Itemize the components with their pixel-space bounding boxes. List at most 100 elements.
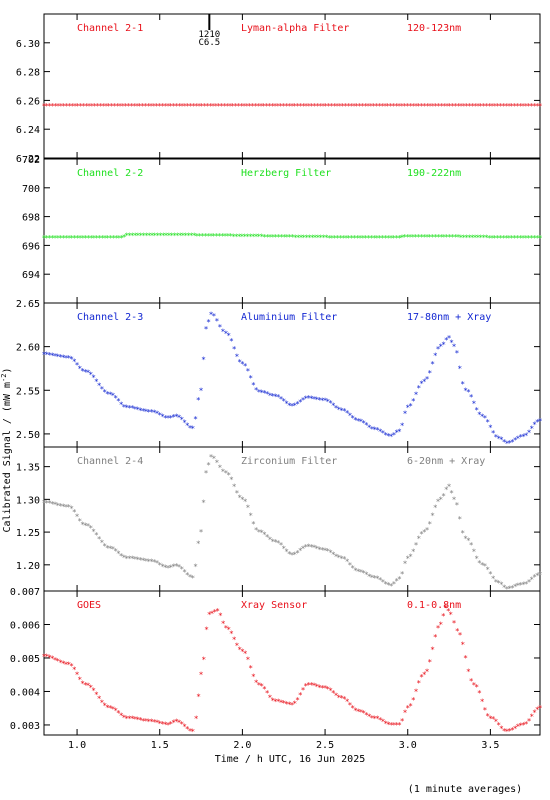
data-point: * (80, 520, 85, 529)
data-point: * (366, 234, 371, 243)
data-point: * (157, 561, 162, 570)
data-point: * (94, 377, 99, 386)
data-point: * (328, 687, 333, 696)
data-point: * (473, 102, 478, 111)
data-point: * (444, 336, 449, 345)
data-point: * (144, 717, 149, 726)
data-point: * (345, 409, 350, 418)
data-point: * (335, 234, 340, 243)
data-point: * (298, 547, 303, 556)
y-tick-label: 1.30 (16, 495, 40, 506)
data-point: * (225, 102, 230, 111)
data-point: * (476, 102, 481, 111)
data-point: * (523, 102, 528, 111)
data-point: * (287, 401, 292, 410)
data-point: * (116, 549, 121, 558)
data-point: * (47, 234, 52, 243)
data-point: * (287, 550, 292, 559)
data-point: * (66, 503, 71, 512)
data-point: * (301, 686, 306, 695)
data-point: * (234, 352, 239, 361)
data-point: * (383, 102, 388, 111)
data-point: * (453, 102, 458, 111)
data-point: * (105, 544, 110, 553)
data-point: * (477, 411, 482, 420)
data-point: * (138, 716, 143, 725)
data-point: * (502, 727, 507, 736)
data-point: * (88, 371, 93, 380)
data-point: * (400, 233, 405, 242)
data-point: * (174, 718, 179, 727)
data-point: * (144, 231, 149, 240)
data-point: * (201, 656, 206, 665)
data-point: * (169, 232, 174, 241)
data-point: * (323, 397, 328, 406)
data-point: * (199, 528, 204, 537)
data-point: * (391, 102, 396, 111)
data-point: * (236, 102, 241, 111)
data-point: * (369, 573, 374, 582)
data-point: * (408, 702, 413, 711)
data-point: * (243, 498, 248, 507)
data-point: * (83, 522, 88, 531)
data-point: * (521, 102, 526, 111)
data-point: * (400, 421, 405, 430)
data-point: * (44, 351, 49, 360)
data-point: * (157, 719, 162, 728)
data-point: * (191, 102, 196, 111)
data-point: * (216, 102, 221, 111)
data-point: * (502, 438, 507, 447)
data-point: * (507, 102, 512, 111)
data-point: * (425, 667, 430, 676)
data-point: * (86, 681, 91, 690)
data-point: * (459, 233, 464, 242)
data-point: * (306, 394, 311, 403)
data-point: * (314, 395, 319, 404)
data-point: * (284, 548, 289, 557)
data-point: * (464, 233, 469, 242)
data-point: * (158, 231, 163, 240)
data-point: * (129, 102, 134, 111)
data-point: * (518, 581, 523, 590)
data-point: * (64, 354, 69, 363)
data-point: * (331, 689, 336, 698)
data-point: * (166, 564, 171, 573)
data-point: * (411, 397, 416, 406)
data-point: * (364, 571, 369, 580)
data-point: * (455, 349, 460, 358)
data-point: * (419, 673, 424, 682)
data-point: * (179, 416, 184, 425)
data-point: * (502, 584, 507, 593)
data-point: * (474, 554, 479, 563)
data-point: * (301, 102, 306, 111)
data-point: * (264, 102, 269, 111)
data-point: * (450, 102, 455, 111)
data-point: * (299, 233, 304, 242)
data-point: * (215, 607, 220, 616)
data-point: * (521, 433, 526, 442)
data-point: * (416, 102, 421, 111)
data-point: * (214, 232, 219, 241)
data-point: * (436, 624, 441, 633)
data-point: * (81, 102, 86, 111)
data-point: * (470, 102, 475, 111)
data-point: * (512, 102, 517, 111)
data-point: * (505, 585, 510, 594)
data-point: * (466, 536, 471, 545)
data-point: * (279, 541, 284, 550)
data-point: * (430, 512, 435, 521)
data-point: * (441, 612, 446, 621)
data-point: * (304, 233, 309, 242)
data-point: * (383, 234, 388, 243)
data-point: * (94, 690, 99, 699)
data-point: * (386, 721, 391, 730)
data-point: * (61, 102, 66, 111)
data-point: * (358, 234, 363, 243)
data-point: * (55, 353, 60, 362)
band-label: 120-123nm (407, 23, 461, 34)
data-point: * (356, 417, 361, 426)
data-point: * (61, 660, 66, 669)
data-point: * (515, 102, 520, 111)
data-point: * (42, 652, 47, 661)
data-point: * (456, 102, 461, 111)
